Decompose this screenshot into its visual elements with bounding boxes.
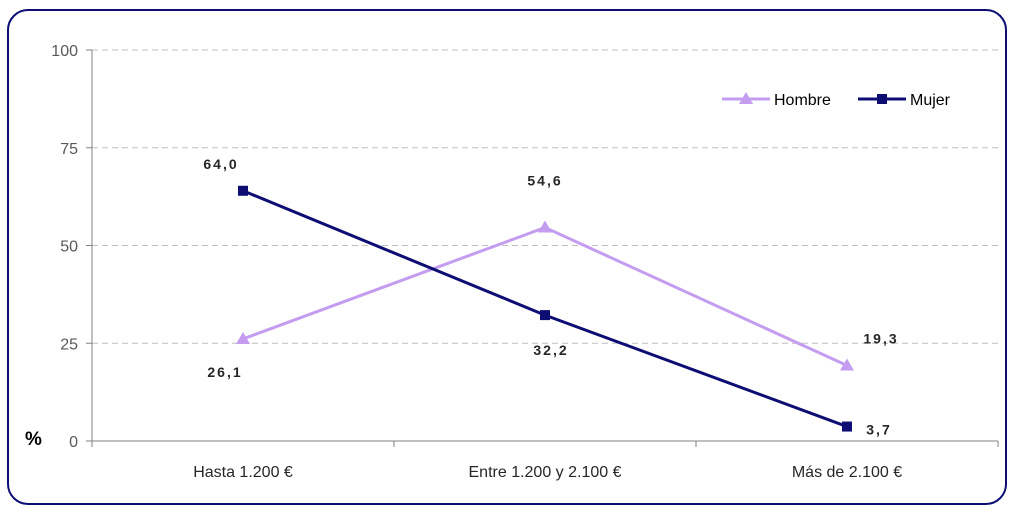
x-axis-ticks: Hasta 1.200 € Entre 1.200 y 2.100 € Más de… (91, 441, 999, 481)
grid-lines (92, 49, 998, 344)
series-hombre: 26,1 54,6 19,3 (207, 173, 898, 380)
data-point-square (238, 185, 248, 196)
series-group: 26,1 54,6 19,3 64,0 32,2 3,7 (203, 156, 898, 438)
data-label: 3,7 (866, 422, 891, 438)
data-label: 19,3 (863, 331, 898, 347)
legend: Hombre Mujer (722, 92, 951, 109)
y-tick-label: 0 (69, 434, 78, 451)
data-point-triangle (538, 220, 552, 233)
series-mujer: 64,0 32,2 3,7 (203, 156, 891, 438)
legend-marker-square (877, 94, 887, 104)
y-tick-label: 100 (51, 43, 78, 60)
chart-frame (7, 9, 1007, 505)
legend-item-hombre: Hombre (722, 92, 831, 109)
legend-label: Mujer (910, 92, 951, 109)
x-tick-label: Hasta 1.200 € (193, 464, 293, 481)
legend-item-mujer: Mujer (858, 92, 951, 109)
data-point-triangle (236, 331, 250, 344)
data-label: 54,6 (527, 173, 562, 189)
data-label: 64,0 (203, 156, 238, 172)
x-tick-label: Más de 2.100 € (792, 464, 902, 481)
data-point-triangle (840, 358, 854, 371)
x-tick-label: Entre 1.200 y 2.100 € (469, 464, 622, 481)
y-axis-ticks: 0 25 50 75 100 (51, 43, 92, 451)
y-tick-label: 75 (60, 141, 78, 158)
y-axis-title: % (25, 429, 42, 450)
data-label: 26,1 (207, 364, 242, 380)
data-label: 32,2 (533, 342, 568, 358)
data-point-square (540, 310, 550, 321)
data-point-square (842, 421, 852, 432)
legend-label: Hombre (774, 92, 831, 109)
y-tick-label: 50 (60, 239, 78, 256)
y-tick-label: 25 (60, 336, 78, 353)
legend-marker-triangle (739, 92, 753, 104)
